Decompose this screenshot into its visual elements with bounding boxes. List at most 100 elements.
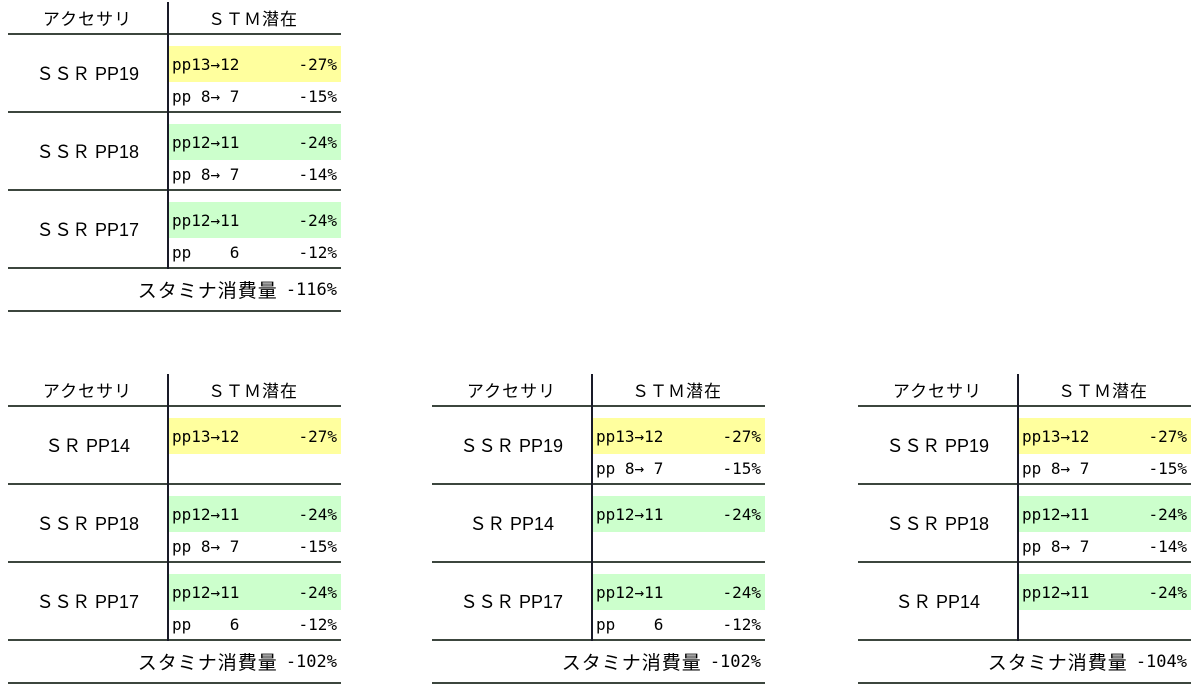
potential-text: pp13→12 (1022, 426, 1090, 446)
header-accessory-label: アクセサリ (466, 382, 557, 401)
stamina-total-row: スタミナ消費量 -102% (432, 641, 765, 684)
accessory-row: ＳＳＲ PP18 pp12→11 -24% pp 8→ 7 -14% (858, 485, 1191, 563)
pct-value: -12% (298, 615, 337, 634)
pct-value: -27% (1148, 426, 1187, 446)
potential-text: pp12→11 (172, 582, 240, 602)
potential-text: pp12→11 (596, 582, 664, 602)
potential-text: pp 6 (172, 243, 240, 262)
potential-text: pp 8→ 7 (172, 165, 240, 184)
accessory-row: ＳＳＲ PP18 pp12→11 -24% pp 8→ 7 -15% (8, 485, 341, 563)
potential-text: pp12→11 (1022, 582, 1090, 602)
header-accessory-label: アクセサリ (892, 382, 983, 401)
accessory-name: ＳＲ PP14 (44, 436, 131, 456)
potential-line-2: pp 6 -12% (167, 610, 341, 639)
accessory-name: ＳＳＲ PP17 (35, 592, 140, 612)
accessory-name: ＳＳＲ PP19 (885, 436, 990, 456)
table-header: アクセサリ ＳＴＭ潜在 (8, 374, 341, 407)
accessory-row: ＳＳＲ PP18 pp12→11 -24% pp 8→ 7 -14% (8, 113, 341, 191)
accessory-row: ＳＲ PP14 pp13→12 -27% (8, 407, 341, 485)
pct-value: -15% (298, 87, 337, 106)
potential-text: pp13→12 (172, 426, 240, 446)
stamina-total-label: スタミナ消費量 (137, 281, 278, 302)
accessory-name: ＳＳＲ PP19 (459, 436, 564, 456)
potential-line-2: pp 8→ 7 -15% (167, 532, 341, 561)
potential-line-2: pp 8→ 7 -14% (1017, 532, 1191, 561)
pct-value: -27% (722, 426, 761, 446)
header-stm-label: ＳＴＭ潜在 (1058, 382, 1148, 401)
potential-text: pp 6 (596, 615, 664, 634)
accessory-name: ＳＳＲ PP18 (35, 142, 140, 162)
potential-text: pp13→12 (172, 54, 240, 74)
stamina-total-row: スタミナ消費量 -102% (8, 641, 341, 684)
stamina-total-row: スタミナ消費量 -116% (8, 269, 341, 312)
potential-line-1: pp12→11 -24% (1017, 496, 1191, 532)
header-stm-label: ＳＴＭ潜在 (208, 382, 298, 401)
stamina-total-value: -102% (285, 651, 337, 672)
table-header: アクセサリ ＳＴＭ潜在 (858, 374, 1191, 407)
header-accessory-label: アクセサリ (42, 10, 133, 29)
table-header: アクセサリ ＳＴＭ潜在 (8, 2, 341, 35)
potential-text: pp 8→ 7 (1022, 537, 1090, 556)
potential-text: pp 8→ 7 (172, 87, 240, 106)
accessory-name: ＳＳＲ PP18 (35, 514, 140, 534)
potential-text: pp12→11 (596, 504, 664, 524)
stamina-total-label: スタミナ消費量 (561, 653, 702, 674)
potential-text: pp12→11 (172, 504, 240, 524)
accessory-row: ＳＳＲ PP19 pp13→12 -27% pp 8→ 7 -15% (858, 407, 1191, 485)
stamina-table-bottom-right: アクセサリ ＳＴＭ潜在 ＳＳＲ PP19 pp13→12 -27% pp 8→ … (858, 374, 1191, 684)
potential-line-2: pp 8→ 7 -15% (167, 82, 341, 111)
potential-line-2: pp 8→ 7 -15% (591, 454, 765, 483)
potential-line-1: pp12→11 -24% (167, 202, 341, 238)
potential-text: pp 8→ 7 (172, 537, 240, 556)
stamina-table-bottom-left: アクセサリ ＳＴＭ潜在 ＳＲ PP14 pp13→12 -27% ＳＳＲ PP1… (8, 374, 341, 684)
potential-text: pp 8→ 7 (596, 459, 664, 478)
potential-text: pp12→11 (1022, 504, 1090, 524)
accessory-name: ＳＳＲ PP17 (459, 592, 564, 612)
accessory-row: ＳＳＲ PP19 pp13→12 -27% pp 8→ 7 -15% (8, 35, 341, 113)
potential-line-2 (1017, 610, 1191, 639)
potential-text: pp12→11 (172, 210, 240, 230)
potential-text: pp13→12 (596, 426, 664, 446)
potential-line-1: pp12→11 -24% (167, 496, 341, 532)
pct-value: -14% (1148, 537, 1187, 556)
pct-value: -15% (1148, 459, 1187, 478)
pct-value: -24% (298, 132, 337, 152)
pct-value: -24% (722, 582, 761, 602)
potential-line-2: pp 8→ 7 -14% (167, 160, 341, 189)
pct-value: -12% (298, 243, 337, 262)
accessory-name: ＳＲ PP14 (468, 514, 555, 534)
stamina-total-value: -116% (285, 279, 337, 300)
column-divider (167, 2, 169, 269)
header-stm-label: ＳＴＭ潜在 (208, 10, 298, 29)
pct-value: -24% (298, 582, 337, 602)
potential-line-2: pp 6 -12% (167, 238, 341, 267)
potential-line-1: pp13→12 -27% (167, 46, 341, 82)
potential-line-1: pp13→12 -27% (591, 418, 765, 454)
pct-value: -24% (1148, 582, 1187, 602)
pct-value: -24% (298, 504, 337, 524)
accessory-name: ＳＳＲ PP17 (35, 220, 140, 240)
potential-text: pp12→11 (172, 132, 240, 152)
stamina-total-value: -104% (1135, 651, 1187, 672)
stamina-total-label: スタミナ消費量 (137, 653, 278, 674)
potential-line-2: pp 6 -12% (591, 610, 765, 639)
potential-line-1: pp12→11 -24% (591, 574, 765, 610)
pct-value: -24% (722, 504, 761, 524)
accessory-row: ＳＳＲ PP17 pp12→11 -24% pp 6 -12% (8, 191, 341, 269)
column-divider (167, 374, 169, 641)
potential-line-1: pp13→12 -27% (167, 418, 341, 454)
potential-line-2 (591, 532, 765, 561)
pct-value: -27% (298, 54, 337, 74)
potential-text: pp 6 (172, 615, 240, 634)
header-accessory-label: アクセサリ (42, 382, 133, 401)
stamina-total-row: スタミナ消費量 -104% (858, 641, 1191, 684)
accessory-row: ＳＲ PP14 pp12→11 -24% (432, 485, 765, 563)
pct-value: -12% (722, 615, 761, 634)
table-header: アクセサリ ＳＴＭ潜在 (432, 374, 765, 407)
header-stm-label: ＳＴＭ潜在 (632, 382, 722, 401)
accessory-row: ＳＳＲ PP17 pp12→11 -24% pp 6 -12% (8, 563, 341, 641)
column-divider (1017, 374, 1019, 641)
stamina-total-value: -102% (709, 651, 761, 672)
accessory-row: ＳＲ PP14 pp12→11 -24% (858, 563, 1191, 641)
accessory-name: ＳＳＲ PP18 (885, 514, 990, 534)
